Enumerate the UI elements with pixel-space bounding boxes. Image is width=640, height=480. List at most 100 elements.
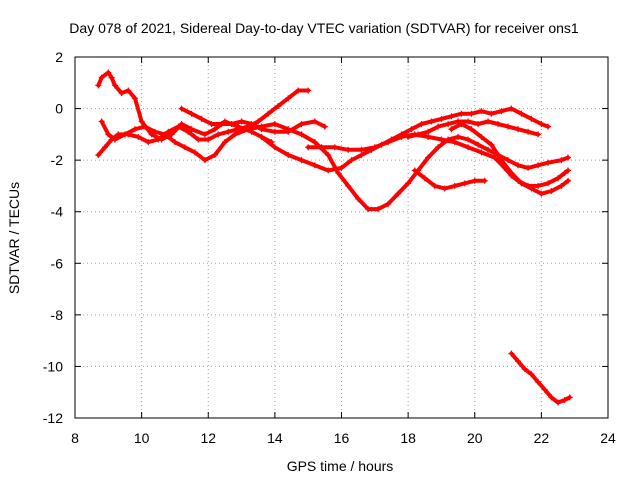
data-point — [171, 139, 178, 146]
data-point — [431, 182, 438, 189]
data-point — [488, 141, 495, 148]
data-point — [418, 121, 425, 128]
data-point — [405, 180, 412, 187]
data-point — [525, 164, 532, 171]
data-point — [525, 128, 532, 135]
data-point — [258, 126, 265, 133]
data-point — [541, 386, 548, 393]
data-point — [175, 123, 182, 130]
data-point — [398, 133, 405, 140]
data-point — [125, 87, 132, 94]
data-point — [438, 115, 445, 122]
data-point — [151, 128, 158, 135]
data-point — [208, 121, 215, 128]
data-point — [498, 108, 505, 115]
data-point — [221, 139, 228, 146]
y-tick-label: -6 — [51, 255, 64, 271]
data-point — [95, 151, 102, 158]
data-point — [565, 154, 572, 161]
data-point — [561, 396, 568, 403]
data-point — [115, 131, 122, 138]
x-tick-label: 14 — [267, 430, 283, 446]
data-point — [98, 74, 105, 81]
data-point — [371, 144, 378, 151]
data-point — [465, 136, 472, 143]
data-point — [188, 110, 195, 117]
x-tick-label: 16 — [334, 430, 350, 446]
data-point — [178, 105, 185, 112]
y-tick-label: 0 — [55, 101, 63, 117]
x-tick-label: 18 — [400, 430, 416, 446]
data-point — [518, 110, 525, 117]
data-point — [255, 118, 262, 125]
data-point — [505, 157, 512, 164]
data-point — [311, 139, 318, 146]
data-point — [451, 139, 458, 146]
data-point — [385, 139, 392, 146]
y-tick-label: 2 — [55, 49, 63, 65]
data-point — [481, 177, 488, 184]
data-point — [558, 182, 565, 189]
data-point — [231, 131, 238, 138]
data-point — [478, 149, 485, 156]
data-point — [331, 144, 338, 151]
data-point — [205, 136, 212, 143]
y-axis-label: SDTVAR / TECUs — [6, 182, 22, 294]
data-point — [345, 182, 352, 189]
data-point — [451, 182, 458, 189]
data-point — [521, 366, 528, 373]
data-point — [228, 121, 235, 128]
data-point — [515, 162, 522, 169]
data-point — [425, 154, 432, 161]
data-point — [505, 123, 512, 130]
data-point — [305, 144, 312, 151]
data-point — [495, 121, 502, 128]
data-point — [435, 144, 442, 151]
data-point — [111, 82, 118, 89]
data-point — [145, 139, 152, 146]
data-point — [565, 167, 572, 174]
data-point — [425, 128, 432, 135]
data-point — [508, 350, 515, 357]
y-tick-label: -4 — [51, 204, 64, 220]
data-point — [555, 399, 562, 406]
data-point — [325, 167, 332, 174]
data-point — [458, 110, 465, 117]
data-point — [528, 371, 535, 378]
data-point — [108, 136, 115, 143]
data-point — [508, 105, 515, 112]
data-point — [338, 164, 345, 171]
y-tick-label: -8 — [51, 307, 64, 323]
data-point — [125, 131, 132, 138]
data-point — [311, 162, 318, 169]
data-point — [358, 151, 365, 158]
data-point — [515, 358, 522, 365]
series-line-2 — [99, 119, 570, 212]
data-point — [411, 167, 418, 174]
y-tick-label: -10 — [43, 358, 63, 374]
data-point — [181, 144, 188, 151]
data-point — [105, 131, 112, 138]
data-point — [538, 190, 545, 197]
data-point — [528, 185, 535, 192]
data-point — [141, 123, 148, 130]
data-point — [318, 144, 325, 151]
data-point — [535, 182, 542, 189]
x-axis-label: GPS time / hours — [287, 458, 394, 474]
data-point — [545, 180, 552, 187]
data-point — [358, 146, 365, 153]
data-point — [478, 108, 485, 115]
data-point — [271, 121, 278, 128]
data-point — [518, 180, 525, 187]
data-point — [555, 175, 562, 182]
data-point — [475, 141, 482, 148]
grid-lines — [75, 57, 608, 418]
data-point — [321, 123, 328, 130]
data-point — [485, 118, 492, 125]
y-tick-label: -2 — [51, 152, 64, 168]
data-point — [238, 118, 245, 125]
data-point — [195, 136, 202, 143]
data-point — [275, 102, 282, 109]
data-point — [375, 206, 382, 213]
data-point — [428, 118, 435, 125]
